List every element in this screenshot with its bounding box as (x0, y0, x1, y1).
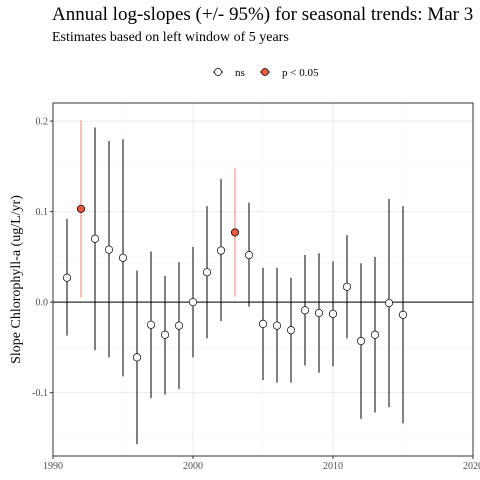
x-tick-label: 2010 (323, 461, 343, 472)
data-point (202, 268, 212, 277)
data-point (216, 246, 226, 255)
data-point (174, 321, 184, 330)
chart-subtitle: Estimates based on left window of 5 year… (52, 30, 289, 45)
data-point (132, 353, 142, 362)
y-tick-label: 0.0 (36, 298, 49, 309)
data-point (258, 319, 268, 328)
data-point (244, 251, 254, 260)
data-point (118, 253, 128, 262)
data-point (370, 330, 380, 339)
data-point (398, 310, 408, 319)
legend-key-point (214, 68, 222, 76)
x-tick-label: 1990 (43, 461, 63, 472)
y-tick-label: -0.1 (32, 388, 48, 399)
data-point (90, 234, 100, 243)
data-point (328, 309, 338, 318)
data-point (104, 245, 114, 254)
data-point (384, 298, 394, 308)
data-point (188, 298, 198, 307)
y-tick-label: 0.1 (36, 207, 49, 218)
y-tick-label: 0.2 (36, 117, 49, 128)
data-point (286, 326, 296, 335)
legend-label: ns (235, 67, 245, 79)
data-point (160, 330, 170, 339)
legend-label: p < 0.05 (282, 67, 319, 79)
panel-border (52, 102, 474, 457)
x-tick-label: 2000 (183, 461, 203, 472)
data-point (62, 273, 72, 282)
data-point (230, 228, 240, 237)
data-point (314, 308, 324, 318)
chart-title: Annual log-slopes (+/- 95%) for seasonal… (52, 4, 474, 25)
x-tick-label: 2020 (463, 461, 480, 472)
data-point (76, 204, 86, 213)
data-point (272, 321, 282, 330)
data-point (342, 282, 352, 291)
legend-key-point (261, 68, 269, 76)
data-point (356, 336, 366, 346)
data-point (146, 320, 156, 329)
y-axis-label: Slope Chlorophyll-a (ug/L/yr) (9, 195, 24, 364)
data-point (300, 306, 310, 315)
